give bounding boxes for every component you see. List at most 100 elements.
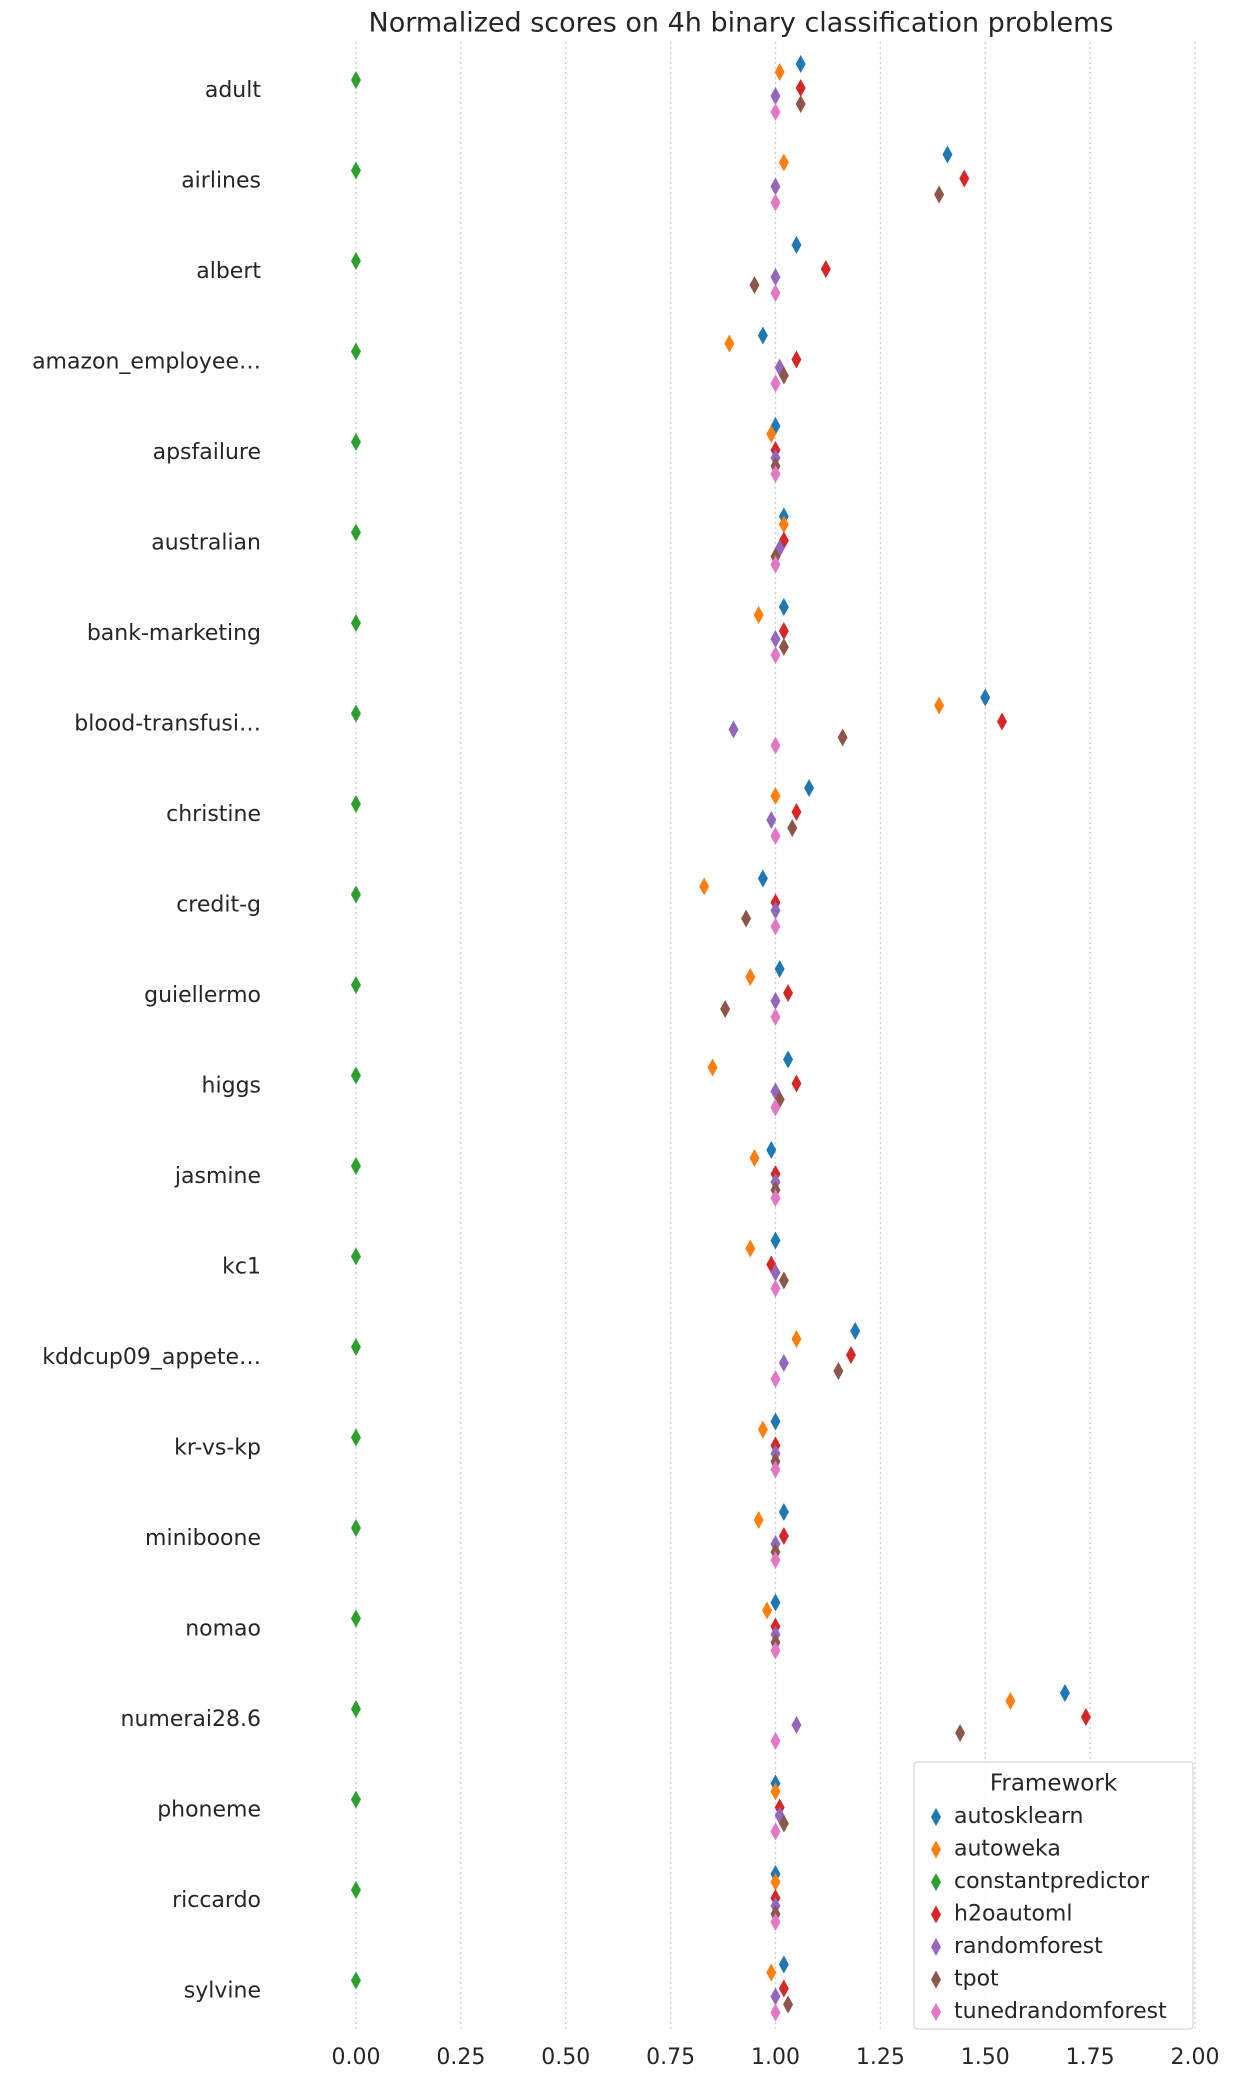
mean-marker xyxy=(350,523,361,542)
mean-marker xyxy=(778,1271,789,1290)
mean-marker xyxy=(770,555,781,574)
mean-marker xyxy=(770,1263,781,1282)
mean-marker xyxy=(795,95,806,113)
y-tick-label: bank-marketing xyxy=(87,621,261,646)
legend-marker xyxy=(931,1840,941,1859)
y-tick-label: higgs xyxy=(202,1074,261,1099)
mean-marker xyxy=(350,885,361,904)
mean-marker xyxy=(770,465,781,483)
x-tick-label: 1.25 xyxy=(856,2045,905,2070)
x-tick-label: 1.50 xyxy=(961,2045,1010,2070)
y-tick-label: credit-g xyxy=(176,893,261,918)
mean-marker xyxy=(774,960,785,978)
mean-marker xyxy=(753,606,764,624)
mean-marker xyxy=(787,819,798,837)
mean-marker xyxy=(753,1511,764,1529)
mean-marker xyxy=(778,622,789,640)
y-tick-label: airlines xyxy=(181,169,261,194)
mean-marker xyxy=(770,1593,781,1612)
mean-marker xyxy=(770,1370,781,1388)
mean-marker xyxy=(997,712,1008,731)
mean-marker xyxy=(833,1362,844,1380)
legend-marker xyxy=(931,1873,941,1891)
mean-marker xyxy=(350,614,361,632)
mean-marker xyxy=(770,736,781,755)
legend-marker xyxy=(931,1970,941,1989)
mean-marker xyxy=(762,1601,773,1620)
mean-marker xyxy=(770,992,781,1010)
y-tick-label: australian xyxy=(151,531,261,556)
mean-marker xyxy=(766,1141,777,1159)
mean-marker xyxy=(770,1008,781,1026)
mean-marker xyxy=(770,1873,781,1891)
mean-marker xyxy=(778,1955,789,1974)
legend-marker xyxy=(931,2003,941,2021)
mean-marker xyxy=(350,1609,361,1628)
y-tick-label: sylvine xyxy=(184,1979,261,2004)
y-tick-label: adult xyxy=(205,78,262,103)
mean-marker xyxy=(1005,1692,1016,1710)
mean-marker xyxy=(778,1979,789,1998)
mean-marker xyxy=(770,1987,781,2006)
mean-marker xyxy=(778,638,789,656)
mean-marker xyxy=(770,87,781,105)
legend-marker xyxy=(931,1808,941,1826)
mean-marker xyxy=(745,968,756,986)
mean-marker xyxy=(791,1716,802,1734)
y-tick-label: numerai28.6 xyxy=(121,1707,261,1732)
mean-marker xyxy=(795,55,806,73)
mean-marker xyxy=(350,1971,361,1990)
x-tick-label: 0.00 xyxy=(331,2045,380,2070)
mean-marker xyxy=(745,1239,756,1258)
mean-marker xyxy=(850,1322,861,1340)
mean-marker xyxy=(350,252,361,270)
legend-label: tpot xyxy=(954,1967,999,1992)
mean-marker xyxy=(350,161,361,180)
mean-marker xyxy=(783,984,794,1002)
legend-label: tunedrandomforest xyxy=(954,1999,1167,2024)
mean-marker xyxy=(350,795,361,813)
mean-marker xyxy=(728,720,739,739)
x-tick-label: 0.75 xyxy=(646,2045,695,2070)
mean-marker xyxy=(934,185,945,204)
mean-marker xyxy=(749,1149,760,1167)
x-tick-label: 0.25 xyxy=(436,2045,485,2070)
mean-marker xyxy=(791,350,802,369)
mean-marker xyxy=(770,103,781,121)
legend-label: randomforest xyxy=(954,1934,1103,1959)
mean-marker xyxy=(778,1503,789,1521)
y-tick-label: riccardo xyxy=(172,1888,261,1913)
y-tick-label: kr-vs-kp xyxy=(174,1436,261,1461)
mean-marker xyxy=(350,976,361,994)
mean-marker xyxy=(770,284,781,302)
mean-marker xyxy=(770,1913,781,1931)
x-tick-label: 2.00 xyxy=(1171,2045,1220,2070)
mean-marker xyxy=(757,1420,768,1439)
mean-marker xyxy=(350,1338,361,1356)
mean-marker xyxy=(959,169,970,188)
mean-marker xyxy=(699,877,710,896)
x-tick-label: 1.00 xyxy=(751,2045,800,2070)
mean-marker xyxy=(774,63,785,81)
mean-marker xyxy=(350,1247,361,1266)
mean-marker xyxy=(770,193,781,212)
y-tick-label: guiellermo xyxy=(144,983,261,1008)
mean-marker xyxy=(778,1354,789,1372)
y-tick-label: apsfailure xyxy=(153,440,261,465)
mean-marker xyxy=(770,1231,781,1250)
y-tick-label: nomao xyxy=(185,1617,261,1642)
mean-marker xyxy=(724,334,735,353)
y-tick-label: phoneme xyxy=(157,1798,261,1823)
mean-marker xyxy=(350,704,361,723)
mean-marker xyxy=(757,869,768,888)
mean-marker xyxy=(350,1790,361,1809)
mean-marker xyxy=(770,1641,781,1660)
mean-marker xyxy=(778,366,789,385)
mean-marker xyxy=(1059,1684,1070,1702)
y-tick-label: kddcup09_appete… xyxy=(42,1345,261,1370)
mean-marker xyxy=(770,177,781,196)
y-tick-label: kc1 xyxy=(222,1255,261,1280)
mean-marker xyxy=(350,71,361,89)
mean-marker xyxy=(770,1098,781,1117)
mean-marker xyxy=(770,1412,781,1431)
